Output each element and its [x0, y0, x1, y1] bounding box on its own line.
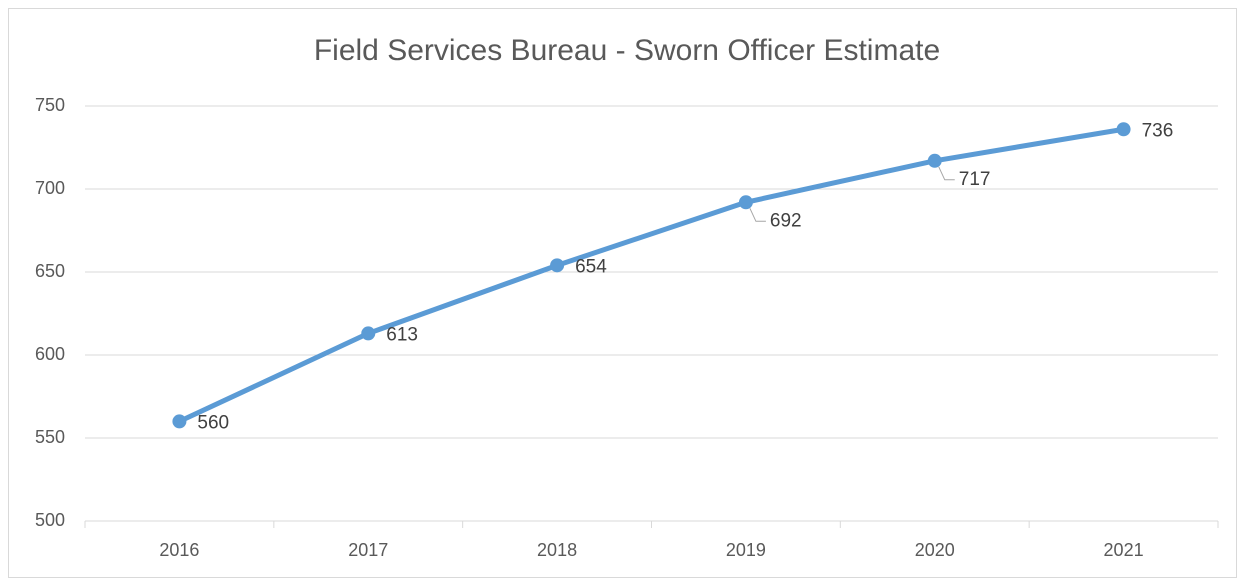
x-tick-label: 2016	[159, 540, 199, 560]
line-series	[178, 126, 1124, 424]
point	[361, 326, 376, 341]
y-tick-label: 650	[35, 261, 65, 281]
chart-title: Field Services Bureau - Sworn Officer Es…	[314, 34, 940, 67]
x-tick-label: 2017	[348, 540, 388, 560]
data-label: 736	[1142, 120, 1174, 141]
point	[738, 195, 753, 210]
data-label: 717	[959, 169, 991, 190]
leader-line	[749, 208, 766, 222]
data-label: 613	[386, 324, 418, 345]
x-tick-label: 2019	[726, 540, 766, 560]
data-label: 654	[575, 256, 607, 277]
y-tick-label: 600	[35, 344, 65, 364]
y-tick-label: 550	[35, 427, 65, 447]
point	[550, 258, 565, 273]
point	[927, 153, 942, 168]
y-tick-label: 700	[35, 178, 65, 198]
y-tick-label: 750	[35, 95, 65, 115]
x-tick-label: 2021	[1104, 540, 1144, 560]
data-label: 692	[770, 210, 802, 231]
point	[172, 414, 187, 429]
chart-border	[8, 8, 1237, 578]
y-tick-label: 500	[35, 510, 65, 530]
leader-line	[938, 166, 955, 181]
point	[1116, 122, 1131, 137]
x-tick-label: 2020	[915, 540, 955, 560]
x-tick-label: 2018	[537, 540, 577, 560]
data-label: 560	[197, 412, 229, 433]
